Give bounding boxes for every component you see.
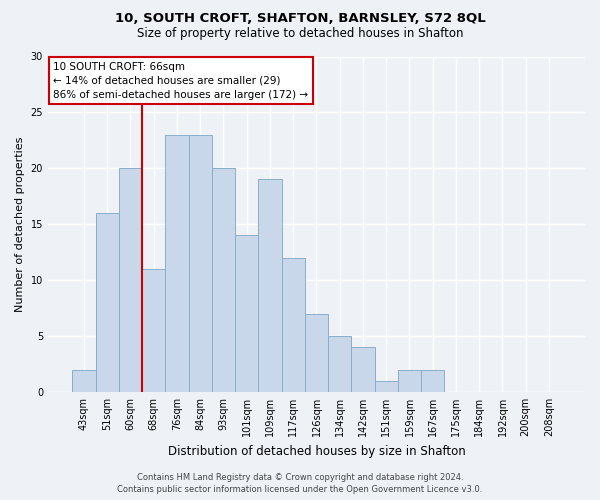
X-axis label: Distribution of detached houses by size in Shafton: Distribution of detached houses by size … — [167, 444, 466, 458]
Text: Contains HM Land Registry data © Crown copyright and database right 2024.
Contai: Contains HM Land Registry data © Crown c… — [118, 472, 482, 494]
Bar — [259, 180, 281, 392]
Bar — [305, 314, 328, 392]
Text: Size of property relative to detached houses in Shafton: Size of property relative to detached ho… — [137, 28, 463, 40]
Bar — [166, 135, 188, 392]
Bar — [235, 236, 259, 392]
Text: 10 SOUTH CROFT: 66sqm
← 14% of detached houses are smaller (29)
86% of semi-deta: 10 SOUTH CROFT: 66sqm ← 14% of detached … — [53, 62, 308, 100]
Bar — [352, 347, 374, 392]
Bar — [73, 370, 95, 392]
Bar — [281, 258, 305, 392]
Bar — [374, 380, 398, 392]
Bar — [398, 370, 421, 392]
Bar — [188, 135, 212, 392]
Text: 10, SOUTH CROFT, SHAFTON, BARNSLEY, S72 8QL: 10, SOUTH CROFT, SHAFTON, BARNSLEY, S72 … — [115, 12, 485, 26]
Bar — [119, 168, 142, 392]
Bar — [212, 168, 235, 392]
Y-axis label: Number of detached properties: Number of detached properties — [15, 136, 25, 312]
Bar — [421, 370, 445, 392]
Bar — [328, 336, 352, 392]
Bar — [95, 213, 119, 392]
Bar — [142, 269, 166, 392]
